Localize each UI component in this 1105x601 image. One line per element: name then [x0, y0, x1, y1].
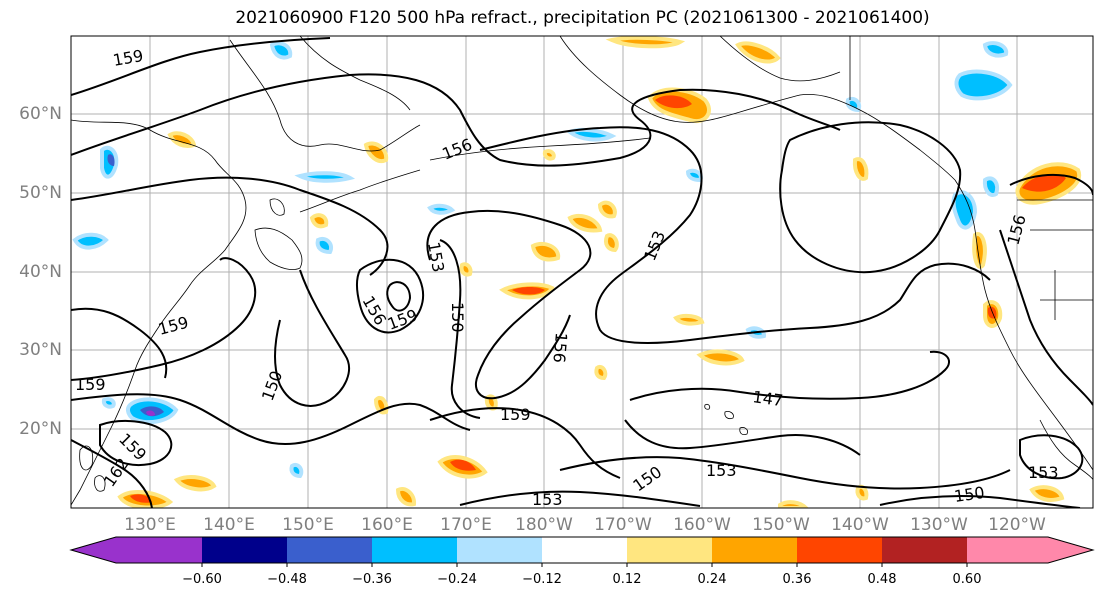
colorbar-bin [712, 537, 797, 563]
lon-label: 150°E [282, 515, 334, 535]
lon-label: 140°E [203, 515, 255, 535]
contour-label: 150 [448, 302, 467, 333]
map-frame [70, 35, 1094, 509]
lat-label: 20°N [19, 419, 62, 439]
colorbar-bin [287, 537, 372, 563]
lat-label: 30°N [19, 340, 62, 360]
colorbar-bin [797, 537, 882, 563]
contour-label: 153 [1028, 463, 1059, 482]
colorbar-extend-min [71, 537, 116, 563]
lon-label: 170°E [440, 515, 492, 535]
colorbar-bin [627, 537, 712, 563]
contour-label: 153 [706, 461, 737, 480]
colorbar-tick-label: −0.12 [522, 572, 562, 587]
lon-label: 140°W [831, 515, 889, 535]
contour-label: 159 [75, 375, 106, 394]
colorbar-tick-label: −0.48 [267, 572, 307, 587]
contour-label: 159 [500, 405, 531, 424]
colorbar-bin [116, 537, 202, 563]
colorbar-bin [882, 537, 967, 563]
lon-label: 150°W [752, 515, 810, 535]
lon-label: 160°E [361, 515, 413, 535]
lat-label: 40°N [19, 262, 62, 282]
colorbar-tick-label: −0.36 [352, 572, 392, 587]
colorbar-bin [372, 537, 457, 563]
lat-label: 50°N [19, 183, 62, 203]
lon-label: 160°W [673, 515, 731, 535]
lon-label: 170°W [594, 515, 652, 535]
colorbar-tick-label: −0.24 [437, 572, 477, 587]
lon-label: 130°E [124, 515, 176, 535]
gridlines [71, 36, 1093, 508]
refractivity-contours [71, 37, 1093, 508]
precipitation-shading [72, 36, 1082, 508]
colorbar-tick-label: 0.36 [782, 572, 812, 587]
colorbar-bin [457, 537, 542, 563]
lon-label: 180°W [515, 515, 573, 535]
lon-label: 130°W [910, 515, 968, 535]
contour-label: 156 [549, 332, 571, 364]
colorbar-extend-max [1048, 537, 1093, 563]
colorbar-tick-label: 0.60 [952, 572, 982, 587]
colorbar-bin [542, 537, 627, 563]
lon-label: 120°W [988, 515, 1046, 535]
contour-label: 147 [751, 387, 784, 410]
map-title: 2021060900 F120 500 hPa refract., precip… [235, 8, 930, 28]
colorbar-bin [967, 537, 1048, 563]
contour-label: 150 [953, 483, 986, 506]
contour-label: 153 [532, 490, 563, 509]
colorbar-tick-label: 0.12 [612, 572, 642, 587]
colorbar-tick-label: −0.60 [182, 572, 222, 587]
colorbar-tick-label: 0.48 [867, 572, 897, 587]
colorbar-bin [202, 537, 287, 563]
colorbar [69, 536, 1095, 567]
colorbar-tick-label: 0.24 [697, 572, 727, 587]
lat-label: 60°N [19, 104, 62, 124]
